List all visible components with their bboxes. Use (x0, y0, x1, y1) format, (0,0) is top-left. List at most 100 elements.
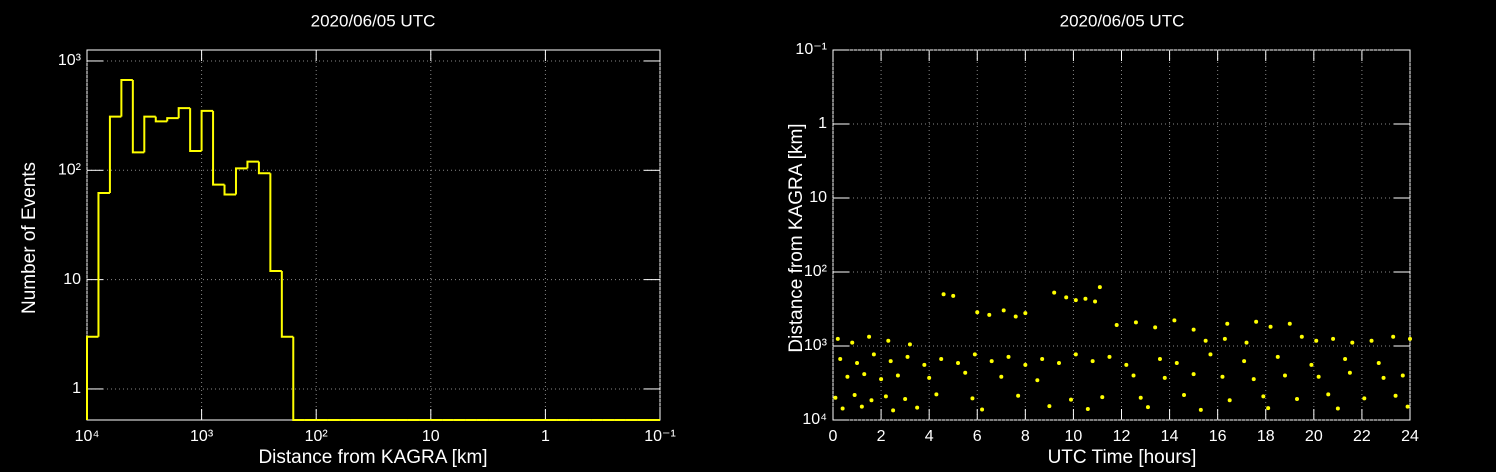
histogram-bar (108, 115, 122, 193)
scatter-point (869, 398, 874, 403)
x-tick-label: 10⁴ (75, 428, 100, 445)
x-axis-label: Distance from KAGRA [km] (258, 447, 487, 468)
scatter-point (905, 354, 910, 359)
scatter-point (987, 312, 992, 317)
scatter-point (1408, 336, 1412, 341)
scatter-point (888, 359, 893, 364)
x-tick-label: 12 (1113, 428, 1131, 445)
scatter-point (1016, 393, 1021, 398)
scatter-point (1090, 359, 1095, 364)
scatter-point (1047, 404, 1052, 409)
scatter-point (1287, 321, 1292, 326)
x-tick-label: 6 (973, 428, 982, 445)
scatter-point (1350, 340, 1355, 345)
y-tick-label: 10³ (58, 52, 82, 69)
y-tick-label: 10² (58, 162, 82, 179)
y-axis-label: Number of Events (19, 162, 40, 314)
scatter-point (1362, 396, 1367, 401)
y-tick-label: 10³ (804, 337, 828, 354)
scatter-point (1085, 406, 1090, 411)
histogram-bar (154, 116, 168, 123)
scatter-point (927, 375, 932, 380)
scatter-point (850, 340, 855, 345)
scatter-point (1299, 334, 1304, 339)
x-tick-label: 18 (1257, 428, 1275, 445)
plot-frame (86, 49, 661, 421)
scatter-point (1400, 373, 1405, 378)
histogram-bar (257, 161, 271, 175)
scatter-point (915, 405, 920, 410)
scatter-point (1331, 336, 1336, 341)
scatter-point (1242, 359, 1247, 364)
x-tick-label: 20 (1305, 428, 1323, 445)
scatter-point (1107, 354, 1112, 359)
scatter-point (1182, 393, 1187, 398)
scatter-point (1275, 354, 1280, 359)
scatter-point (1268, 324, 1273, 329)
scatter-point (963, 370, 968, 375)
scatter-point (951, 293, 956, 298)
x-tick-label: 1 (541, 428, 550, 445)
scatter-point (1114, 322, 1119, 327)
scatter-point (1069, 397, 1074, 402)
scatter-point (1376, 361, 1381, 366)
scatter-point (903, 396, 908, 401)
scatter-point (1393, 393, 1398, 398)
scatter-point (975, 310, 980, 315)
scatter-point (1381, 375, 1386, 380)
scatter-point (1326, 392, 1331, 397)
scatter-point (1157, 357, 1162, 362)
histogram-bar (120, 78, 133, 117)
scatter-point (1153, 325, 1158, 330)
scatter-point (1266, 406, 1271, 411)
histogram-bar (166, 117, 179, 122)
chart-title: 2020/06/05 UTC (311, 11, 436, 30)
scatter-point (989, 359, 994, 364)
scatter-point (1124, 362, 1129, 367)
y-tick-label: 10 (63, 271, 81, 288)
scatter-point (852, 393, 857, 398)
histogram-bar (189, 108, 202, 153)
scatter-point (1056, 361, 1061, 366)
scatter-point (1191, 327, 1196, 332)
x-tick-label: 8 (1021, 428, 1030, 445)
histogram-bar (280, 270, 294, 338)
scatter-point (835, 336, 840, 341)
y-tick-label: 1 (818, 115, 827, 132)
histogram-bar (86, 335, 99, 420)
scatter-point (1254, 319, 1259, 324)
x-tick-label: 10 (1065, 428, 1083, 445)
scatter-point (1097, 285, 1102, 290)
scatter-point (879, 377, 884, 382)
scatter-point (1138, 395, 1143, 400)
x-tick-label: 14 (1161, 428, 1179, 445)
x-tick-label: 16 (1209, 428, 1227, 445)
scatter-point (1162, 375, 1167, 380)
scatter-point (972, 352, 977, 357)
x-tick-label: 10² (305, 428, 329, 445)
histogram-bar (212, 110, 225, 186)
x-tick-label: 10⁻¹ (644, 428, 676, 445)
scatter-point (1316, 374, 1321, 379)
scatter-point (1251, 377, 1256, 382)
y-tick-label: 10⁻¹ (795, 41, 827, 58)
scatter-point (1227, 398, 1232, 403)
scatter-point (1347, 370, 1352, 375)
scatter-point (1174, 361, 1179, 366)
scatter-point (1083, 296, 1088, 301)
x-tick-label: 10³ (190, 428, 214, 445)
scatter-point (1222, 336, 1227, 341)
histogram-bar (97, 191, 110, 337)
scatter-point (1314, 338, 1319, 343)
scatter-point (922, 362, 927, 367)
scatter-point (1100, 395, 1105, 400)
scatter-point (845, 374, 850, 379)
scatter-point (999, 374, 1004, 379)
scatter-point (886, 338, 891, 343)
x-axis-label: UTC Time [hours] (1048, 447, 1197, 468)
x-tick-label: 10 (422, 428, 440, 445)
y-axis-label: Distance from KAGRA [km] (786, 123, 807, 352)
scatter-point (1145, 405, 1150, 410)
scatter-point (891, 408, 896, 413)
